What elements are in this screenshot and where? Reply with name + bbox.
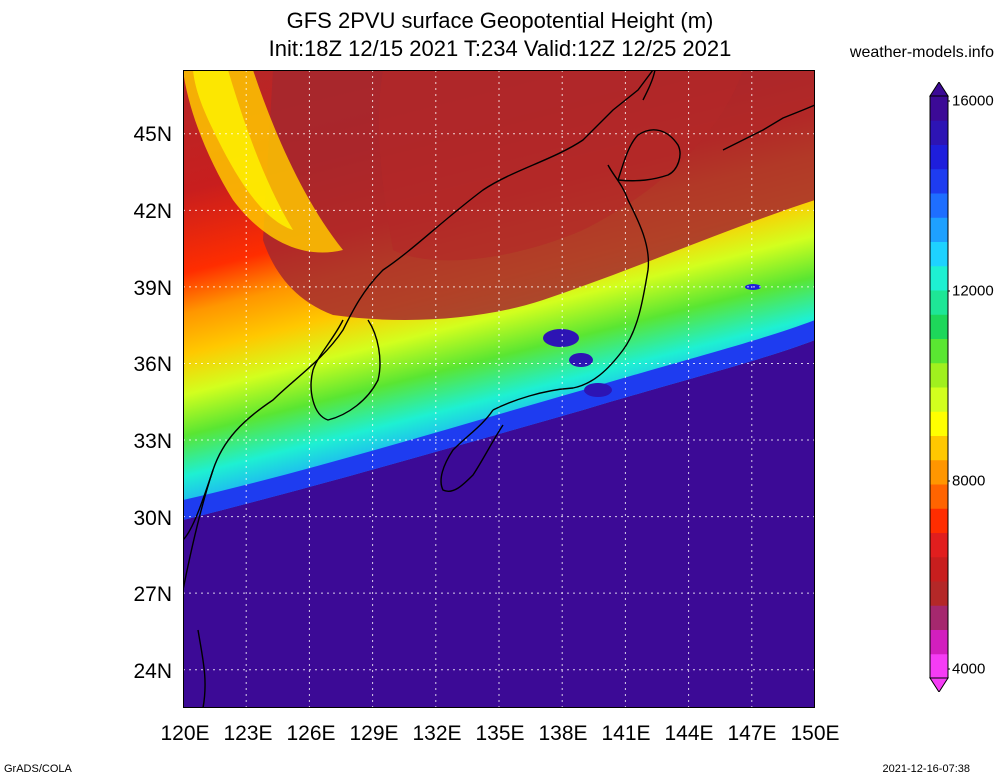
site-label: weather-models.info [849, 44, 994, 61]
colorbar-label-16000: 16000 [952, 92, 994, 110]
colorbar-swatch [930, 168, 948, 194]
colorbar-arrow-top [929, 82, 949, 97]
footer-software: GrADS/COLA [4, 763, 72, 775]
colorbar-swatch [930, 217, 948, 242]
colorbar-swatch [930, 411, 948, 436]
lat-label-33n: 33N [133, 430, 172, 453]
lat-label-24n: 24N [133, 660, 172, 683]
lon-label-147e: 147E [727, 722, 777, 745]
lon-label-120e: 120E [160, 722, 210, 745]
lat-label-36n: 36N [133, 353, 172, 376]
lon-label-135e: 135E [475, 722, 525, 745]
chart-subtitle: Init:18Z 12/15 2021 T:234 Valid:12Z 12/2… [268, 36, 732, 61]
field-tropics [183, 340, 815, 708]
colorbar-swatch [930, 265, 948, 291]
colorbar-swatch [930, 144, 948, 170]
colorbar-swatch [930, 605, 948, 630]
colorbar-swatch [930, 362, 948, 388]
lon-label-132e: 132E [412, 722, 462, 745]
colorbar [929, 82, 950, 692]
lat-label-30n: 30N [133, 507, 172, 530]
colorbar-swatch [930, 629, 948, 655]
lon-label-138e: 138E [538, 722, 588, 745]
field-trough-core [378, 70, 743, 261]
field-core-1 [543, 329, 579, 347]
field-core-2 [569, 353, 593, 367]
colorbar-swatch [930, 653, 948, 679]
colorbar-swatch [930, 387, 948, 412]
colorbar-swatch [930, 532, 948, 558]
colorbar-swatch [930, 581, 948, 606]
lat-label-45n: 45N [133, 123, 172, 146]
lon-label-150e: 150E [790, 722, 840, 745]
field-jet-nw-inner [193, 70, 293, 230]
colorbar-swatch [930, 120, 948, 145]
field-core-3 [584, 383, 612, 397]
lon-label-123e: 123E [223, 722, 273, 745]
chart-title: GFS 2PVU surface Geopotential Height (m) [286, 8, 714, 33]
lat-label-27n: 27N [133, 583, 172, 606]
lat-label-39n: 39N [133, 277, 172, 300]
colorbar-swatch [930, 459, 948, 485]
colorbar-swatch [930, 508, 948, 533]
colorbar-arrow-bottom [929, 677, 949, 692]
map-plot [183, 70, 815, 708]
lon-label-141e: 141E [601, 722, 651, 745]
colorbar-swatch [930, 241, 948, 267]
lon-label-144e: 144E [664, 722, 714, 745]
footer-timestamp: 2021-12-16-07:38 [882, 763, 970, 775]
lon-label-126e: 126E [286, 722, 336, 745]
colorbar-frame [929, 95, 949, 679]
colorbar-swatch [930, 290, 948, 315]
colorbar-swatch [930, 338, 948, 364]
colorbar-swatch [930, 435, 948, 461]
map-coastlines [183, 70, 815, 708]
colorbar-label-12000: 12000 [952, 282, 994, 300]
colorbar-swatch [930, 484, 948, 509]
colorbar-swatch [930, 314, 948, 339]
lon-label-129e: 129E [349, 722, 399, 745]
colorbar-label-8000: 8000 [952, 472, 986, 490]
colorbar-swatch [930, 193, 948, 218]
lat-label-42n: 42N [133, 200, 172, 223]
colorbar-swatch [930, 556, 948, 582]
colorbar-swatch [930, 96, 948, 121]
colorbar-label-4000: 4000 [952, 660, 986, 678]
map-frame [183, 70, 815, 708]
